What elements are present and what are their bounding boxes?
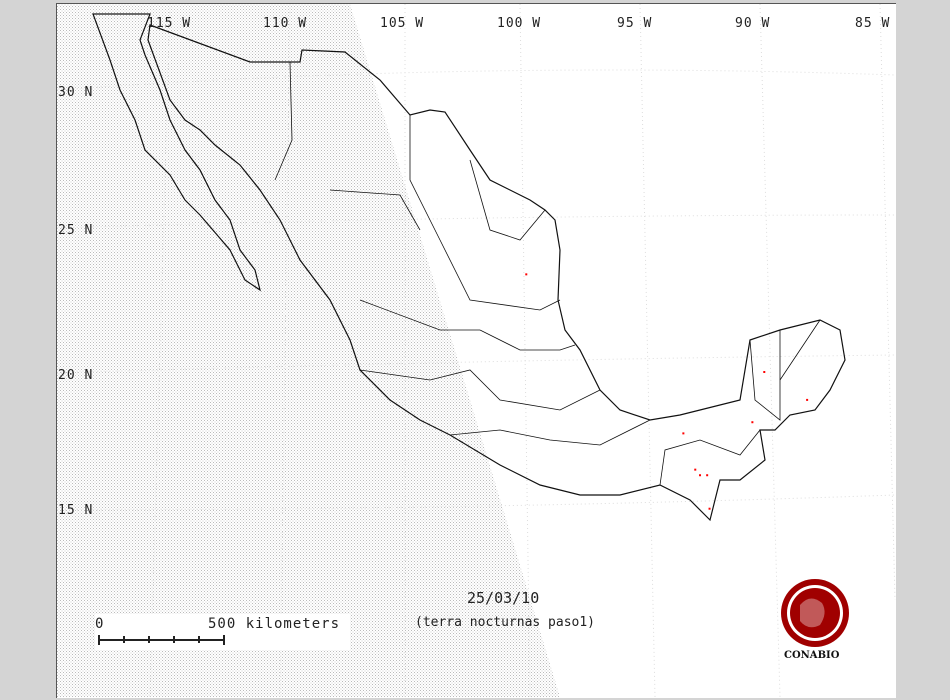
hotspot-point — [699, 474, 702, 477]
lat-label-20: 20 N — [58, 368, 94, 383]
night-shading — [57, 4, 560, 697]
hotspot-point — [694, 468, 697, 471]
lon-label-105: 105 W — [380, 16, 425, 31]
hotspot-point — [682, 432, 685, 435]
lat-label-25: 25 N — [58, 223, 94, 238]
hotspot-point — [806, 398, 809, 401]
hotspot-point — [751, 421, 754, 424]
conabio-logo — [781, 579, 849, 647]
scale-start-label: 0 — [95, 616, 105, 632]
hotspot-point — [525, 273, 528, 276]
scale-bar-ticks — [98, 635, 225, 645]
lat-label-15: 15 N — [58, 503, 94, 518]
lon-label-115: 115 W — [147, 16, 192, 31]
state-borders — [274, 61, 821, 486]
hotspot-layer — [525, 273, 809, 510]
lon-label-110: 110 W — [263, 16, 308, 31]
hotspot-point — [708, 507, 711, 510]
map-date: 25/03/10 — [467, 589, 540, 607]
map-subtitle: (terra nocturnas paso1) — [415, 615, 596, 630]
hotspot-point — [706, 474, 709, 477]
hotspot-point — [763, 371, 766, 373]
mainland-mexico — [147, 24, 846, 522]
scale-end-label: 500 kilometers — [208, 616, 341, 632]
scale-bar: 0 500 kilometers — [95, 614, 350, 650]
lon-label-95: 95 W — [617, 16, 653, 31]
lon-label-100: 100 W — [497, 16, 542, 31]
lon-label-85: 85 W — [855, 16, 891, 31]
lat-label-30: 30 N — [58, 85, 94, 100]
conabio-logo-text: CONABIO — [784, 650, 840, 661]
graticule — [56, 3, 896, 698]
lon-label-90: 90 W — [735, 16, 771, 31]
mexico-outline — [92, 13, 846, 522]
baja-california-peninsula — [92, 13, 261, 292]
